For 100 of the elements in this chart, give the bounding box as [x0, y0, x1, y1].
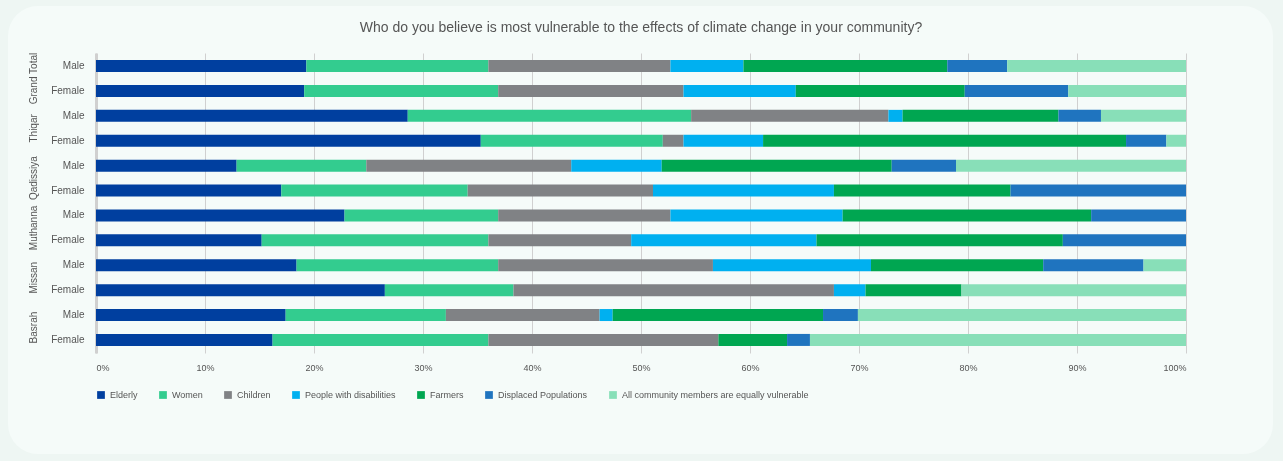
bar [296, 259, 499, 272]
x-tick-label: 90% [1068, 362, 1087, 373]
bar [599, 309, 613, 322]
x-tick-label: 100% [1163, 362, 1187, 373]
y-tick-label: Male [62, 259, 85, 271]
bar [480, 134, 663, 147]
bar [956, 159, 1186, 172]
x-tick-label: 0% [96, 362, 110, 373]
legend-label: People with disabilities [305, 390, 397, 400]
x-tick-label: 70% [850, 362, 869, 373]
bar [823, 309, 858, 322]
y-tick-label: Male [62, 60, 85, 72]
bar [96, 209, 345, 222]
bar [384, 284, 514, 297]
bar [833, 184, 1011, 197]
y-tick-label: Male [62, 309, 85, 321]
legend-label: Children [237, 390, 271, 400]
legend-label: Elderly [110, 390, 139, 400]
bar [816, 234, 1063, 247]
x-tick-label: 10% [196, 362, 215, 373]
bar [795, 84, 965, 97]
bar [96, 84, 305, 97]
bar [833, 284, 866, 297]
bar [571, 159, 662, 172]
y-tick-label: Male [62, 109, 85, 121]
y-tick-label: Female [51, 134, 85, 146]
bar [366, 159, 572, 172]
bar [1007, 60, 1186, 73]
bar [407, 109, 692, 122]
bar [857, 309, 1186, 322]
bar [513, 284, 834, 297]
x-tick-label: 30% [414, 362, 433, 373]
bar [96, 284, 385, 297]
bar [96, 333, 273, 346]
bar [1143, 259, 1186, 272]
y-tick-label: Female [51, 184, 85, 196]
bar [96, 60, 307, 73]
bar [488, 60, 671, 73]
bar [498, 259, 713, 272]
bar [652, 184, 834, 197]
text: Missan [28, 261, 39, 294]
bar [683, 134, 764, 147]
bar [763, 134, 1127, 147]
bar [662, 134, 684, 147]
bar [842, 209, 1092, 222]
bar [285, 309, 446, 322]
legend-label: Women [172, 390, 203, 400]
bar [236, 159, 367, 172]
bar [96, 109, 408, 122]
bar [344, 209, 499, 222]
bar [1166, 134, 1186, 147]
x-tick-label: 80% [959, 362, 978, 373]
bar [306, 60, 489, 73]
bar [498, 84, 684, 97]
bar [631, 234, 817, 247]
bar [964, 84, 1069, 97]
bar [612, 309, 824, 322]
bar [488, 333, 719, 346]
bar [670, 60, 744, 73]
bar [809, 333, 1186, 346]
bar [787, 333, 810, 346]
bar [272, 333, 489, 346]
x-tick-label: 50% [632, 362, 651, 373]
y-tick-label: Male [62, 159, 85, 171]
text: Basrah [28, 311, 39, 344]
text: Muthanna [28, 205, 39, 251]
bar [961, 284, 1186, 297]
bar [1091, 209, 1186, 222]
bar [712, 259, 871, 272]
bar [888, 109, 903, 122]
x-tick-label: 60% [741, 362, 760, 373]
bar [304, 84, 499, 97]
bar [96, 309, 286, 322]
bar [661, 159, 892, 172]
bar [1100, 109, 1186, 122]
bar [96, 259, 297, 272]
y-tick-label: Female [51, 234, 85, 246]
bar [1010, 184, 1186, 197]
bar [445, 309, 600, 322]
y-tick-label: Male [62, 209, 85, 221]
bar [718, 333, 788, 346]
bar [498, 209, 671, 222]
bar [467, 184, 653, 197]
bar [96, 234, 262, 247]
text: Thiqar [28, 113, 39, 143]
legend-label: All community members are equally vulnerable [622, 390, 809, 400]
bar [1126, 134, 1167, 147]
legend-label: Displaced Populations [498, 390, 588, 400]
text: Grand Total [28, 52, 39, 105]
text: Qadissiya [28, 155, 39, 201]
bar [488, 234, 632, 247]
bar [1043, 259, 1144, 272]
bar [261, 234, 489, 247]
bar [1068, 84, 1186, 97]
bar [743, 60, 948, 73]
bar [891, 159, 957, 172]
bar [281, 184, 468, 197]
legend-label: Farmers [430, 390, 464, 400]
y-tick-label: Female [51, 284, 85, 296]
bar [670, 209, 843, 222]
